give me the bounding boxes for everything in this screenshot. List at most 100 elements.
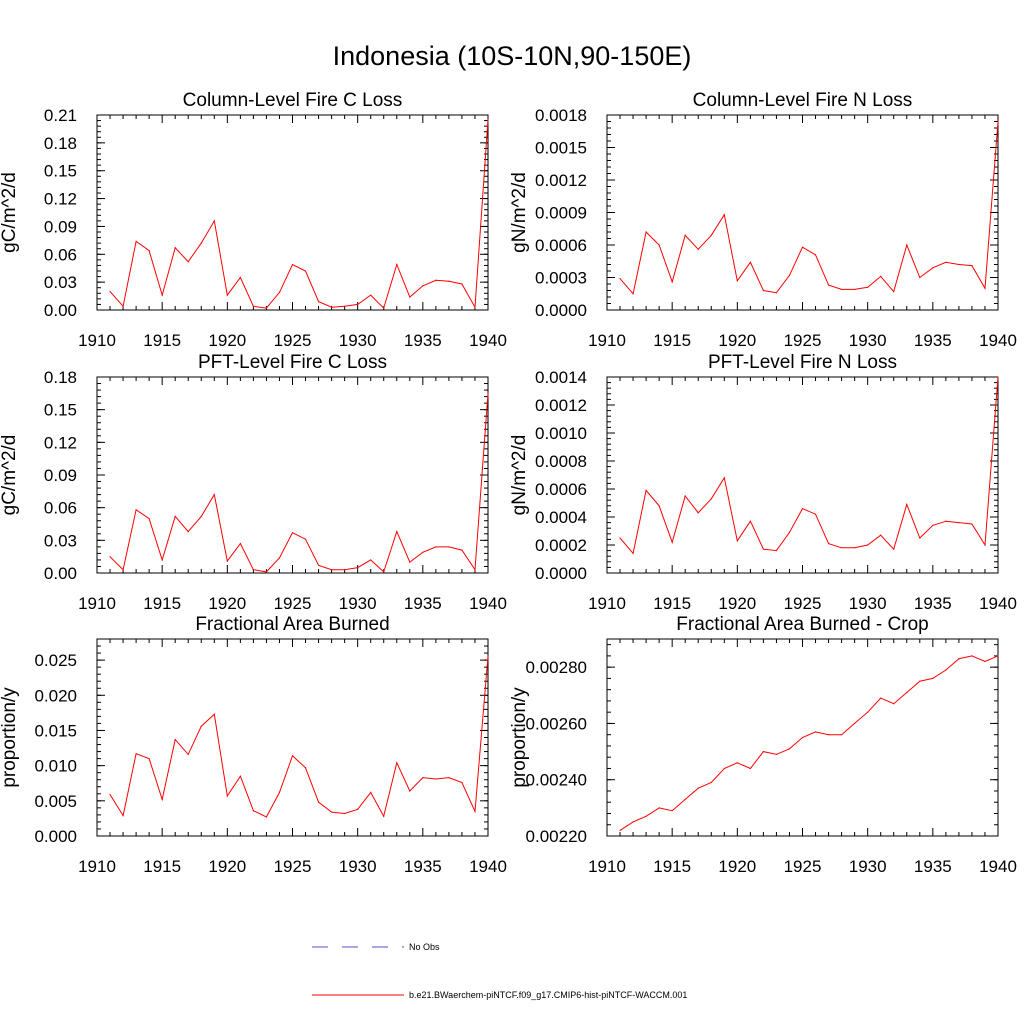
data-point [461,549,463,551]
data-point [252,810,254,812]
data-point [658,505,660,507]
data-point [749,261,751,263]
x-tick-label: 1920 [208,857,246,876]
chart-panel: 1910 1915 1920 1925 1930 1935 1940 0.00 0.03 0.06… [0,352,507,613]
y-tick-label: 0.0008 [535,452,587,471]
data-point [632,821,634,823]
data-point [396,531,398,533]
data-point [658,244,660,246]
data-point [435,279,437,281]
data-point [265,816,268,818]
data-point [788,531,791,534]
x-tick-label: 1910 [588,331,626,350]
data-point [383,815,385,817]
data-point [762,289,765,292]
data-point [788,274,791,276]
data-point [723,767,725,770]
data-point [854,547,856,549]
x-tick-label: 1925 [274,331,312,350]
data-point [474,810,476,812]
y-tick-label: 0.0015 [535,139,587,158]
data-point [932,267,934,269]
data-point [304,767,307,769]
data-point [671,810,673,812]
data-point [174,515,176,517]
data-point [291,532,294,534]
data-point [893,548,895,550]
data-point [344,305,346,307]
data-point [671,541,673,543]
x-tick-label: 1930 [849,331,887,350]
x-tick-label: 1915 [653,594,691,613]
legend-no-obs-label: No Obs [409,942,440,952]
data-point [291,263,294,266]
data-point [213,713,215,715]
data-point [775,550,778,552]
y-tick-label: 0.000 [34,827,77,846]
data-point [762,750,765,753]
data-point [945,520,947,522]
panels-group: 1910 1915 1920 1925 1930 1935 1940 0.00 0.03 0.06… [0,90,1017,876]
data-point [409,561,411,563]
data-point [880,275,882,278]
data-point [867,544,869,546]
data-point [357,303,359,306]
data-point [187,261,189,263]
y-tick-label: 0.0006 [535,480,587,499]
data-point [632,552,634,555]
data-point [958,263,960,266]
data-point [893,290,895,293]
data-point [435,778,437,780]
data-point [278,291,281,293]
y-tick-label: 0.0004 [535,508,587,527]
data-point [684,798,686,801]
data-point [867,711,869,713]
data-point [161,294,163,296]
data-point [997,655,999,657]
data-point [710,498,712,500]
data-point [801,246,804,248]
data-point [122,305,124,307]
data-point [370,559,372,561]
y-tick-label: 0.0003 [535,269,587,288]
y-tick-label: 0.0000 [535,301,587,320]
data-point [331,569,333,571]
series-line [619,376,999,555]
y-axis-label: gC/m^2/d [0,435,20,516]
data-point [344,569,346,571]
series-line [109,655,489,818]
data-point [880,534,882,536]
data-point [331,306,333,308]
panel-title: Column-Level Fire N Loss [693,90,913,111]
y-tick-label: 0.09 [44,466,77,485]
data-point [344,812,346,815]
data-point [278,791,281,793]
data-point [422,551,424,553]
x-tick-label: 1925 [784,331,822,350]
data-point [487,119,489,121]
panel-title: Fractional Area Burned - Crop [676,614,928,635]
data-point [671,281,673,283]
data-point [723,477,725,479]
x-tick-label: 1925 [784,857,822,876]
data-point [710,234,712,236]
data-point [239,276,241,279]
data-point [187,531,189,533]
data-point [697,248,699,250]
data-point [710,781,712,784]
panel-title: PFT-Level Fire C Loss [198,352,387,373]
y-tick-label: 0.020 [34,686,77,705]
data-point [619,537,621,539]
plot-frame [96,638,489,837]
x-tick-label: 1940 [979,594,1017,613]
x-tick-label: 1935 [914,594,952,613]
data-point [252,305,254,307]
y-tick-label: 0.0012 [535,171,587,190]
data-point [135,753,137,755]
data-point [370,294,372,296]
y-tick-label: 0.00260 [526,714,587,733]
figure-title: Indonesia (10S-10N,90-150E) [333,41,692,71]
x-tick-label: 1930 [849,594,887,613]
data-point [148,249,150,252]
x-tick-label: 1920 [718,594,756,613]
